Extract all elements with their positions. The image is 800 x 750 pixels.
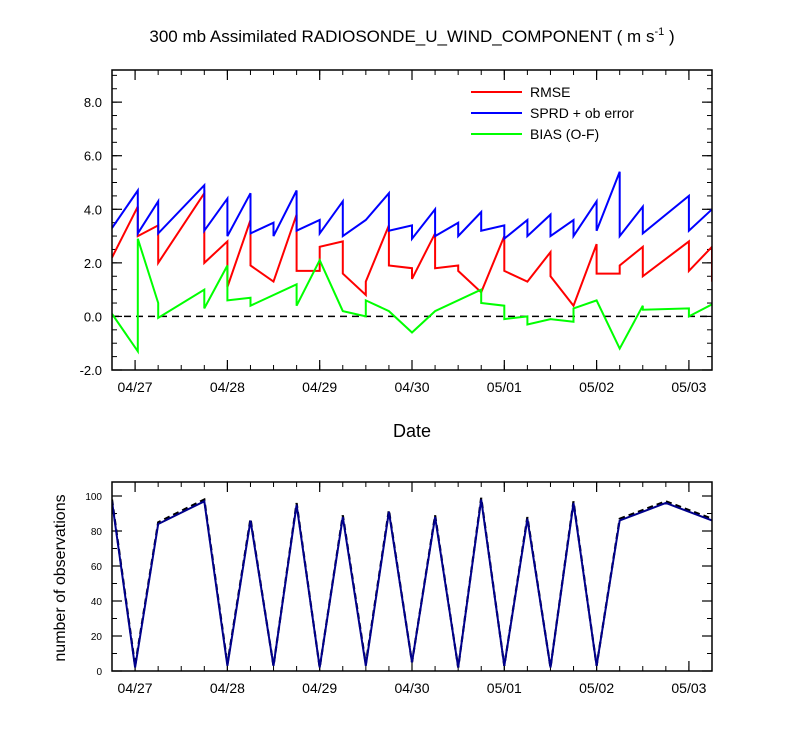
legend-label: RMSE [530, 84, 570, 100]
bottom-y-axis-label: number of observations [52, 494, 69, 661]
x-tick-label: 04/28 [210, 379, 245, 395]
y-tick-label: 0 [96, 667, 102, 678]
y-tick-label: 4.0 [84, 202, 102, 217]
y-tick-label: 0.0 [84, 309, 102, 324]
series-line-observations-available [112, 497, 712, 668]
y-tick-label: 20 [91, 632, 103, 643]
x-tick-label: 04/28 [210, 680, 245, 696]
x-tick-label: 05/03 [671, 379, 706, 395]
x-tick-label: 04/27 [118, 379, 153, 395]
y-tick-label: 2.0 [84, 256, 102, 271]
series-line-rmse [112, 189, 712, 308]
x-tick-label: 05/01 [487, 680, 522, 696]
series-line-observations-assimilated [112, 499, 712, 668]
y-tick-label: -2.0 [80, 363, 102, 378]
minor-ticks [111, 482, 713, 672]
legend-label: BIAS (O-F) [530, 126, 599, 142]
x-tick-label: 05/02 [579, 680, 614, 696]
plot-area [112, 171, 712, 355]
x-tick-label: 05/03 [671, 680, 706, 696]
plot-area [112, 497, 712, 668]
series-line-bias-o-f [112, 238, 712, 355]
y-tick-label: 6.0 [84, 149, 102, 164]
y-tick-label: 40 [91, 597, 103, 608]
major-ticks [112, 70, 712, 371]
legend-label: SPRD + ob error [530, 105, 634, 121]
legend: RMSE SPRD + ob error BIAS (O-F) [471, 84, 634, 142]
x-tick-label: 04/29 [302, 680, 337, 696]
y-tick-label: 60 [91, 562, 103, 573]
top-chart-title: 300 mb Assimilated RADIOSONDE_U_WIND_COM… [149, 26, 674, 46]
top-chart: 04/27 04/28 04/29 04/30 05/01 05/02 05/03 -2.0 0… [80, 69, 713, 395]
x-tick-label: 04/30 [394, 680, 429, 696]
x-tick-label: 04/29 [302, 379, 337, 395]
plot-frame [111, 481, 713, 672]
bottom-chart: 04/27 04/28 04/29 04/30 05/01 05/02 05/03 0 20 40… [85, 481, 713, 696]
plot-frame [111, 69, 713, 371]
y-tick-label: 8.0 [84, 95, 102, 110]
series-line-sprd-ob-error [112, 171, 712, 242]
x-tick-label: 05/02 [579, 379, 614, 395]
major-ticks [112, 482, 712, 672]
x-tick-label: 04/27 [118, 680, 153, 696]
x-tick-label: 05/01 [487, 379, 522, 395]
y-tick-label: 80 [91, 527, 103, 538]
x-tick-label: 04/30 [394, 379, 429, 395]
y-tick-label: 100 [85, 492, 102, 503]
top-x-axis-label: Date [393, 421, 431, 441]
